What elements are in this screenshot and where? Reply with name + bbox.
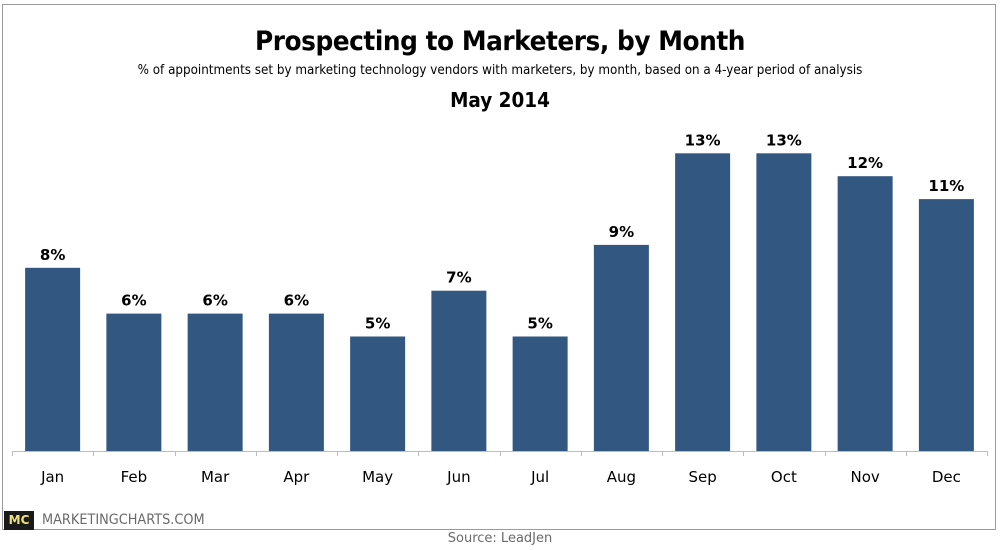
x-tick-label-feb: Feb — [121, 468, 148, 486]
chart-title: Prospecting to Marketers, by Month — [254, 26, 746, 57]
x-tick-label-dec: Dec — [932, 468, 961, 486]
bar-feb — [106, 313, 162, 451]
bar-mar — [187, 313, 243, 451]
chart-frame — [2, 4, 996, 530]
source-note: Source: LeadJen — [447, 531, 553, 546]
data-label-sep: 13% — [685, 131, 721, 149]
x-tick-label-oct: Oct — [771, 468, 797, 486]
x-tick-label-nov: Nov — [850, 468, 879, 486]
data-label-dec: 11% — [928, 177, 964, 195]
data-label-jul: 5% — [527, 315, 552, 333]
marketingcharts-logo-icon: MC — [4, 511, 34, 530]
brand-name: MARKETINGCHARTS.COM — [42, 512, 205, 528]
data-label-may: 5% — [365, 315, 390, 333]
data-label-nov: 12% — [847, 154, 883, 172]
bar-sep — [675, 153, 731, 452]
x-tick-label-apr: Apr — [283, 468, 310, 486]
x-tick-label-may: May — [362, 468, 393, 486]
x-tick-label-aug: Aug — [607, 468, 636, 486]
x-tick-label-jan: Jan — [40, 468, 64, 486]
bar-jul — [512, 336, 568, 451]
x-tick-label-sep: Sep — [688, 468, 716, 486]
bar-oct — [756, 153, 812, 452]
bar-nov — [837, 176, 893, 451]
x-tick-label-jul: Jul — [530, 468, 549, 486]
data-label-mar: 6% — [202, 292, 227, 310]
chart-date: May 2014 — [450, 88, 550, 112]
data-label-jan: 8% — [40, 246, 65, 264]
data-label-feb: 6% — [121, 292, 146, 310]
chart-subtitle: % of appointments set by marketing techn… — [137, 63, 863, 78]
bar-aug — [593, 244, 649, 451]
data-label-apr: 6% — [284, 292, 309, 310]
bar-apr — [268, 313, 324, 451]
bar-jan — [25, 267, 81, 451]
x-tick-label-jun: Jun — [446, 468, 470, 486]
bar-may — [350, 336, 406, 451]
data-label-aug: 9% — [609, 223, 634, 241]
data-label-oct: 13% — [766, 131, 802, 149]
bar-jun — [431, 290, 487, 451]
x-tick-label-mar: Mar — [201, 468, 230, 486]
data-label-jun: 7% — [446, 269, 471, 287]
bar-dec — [918, 199, 974, 451]
